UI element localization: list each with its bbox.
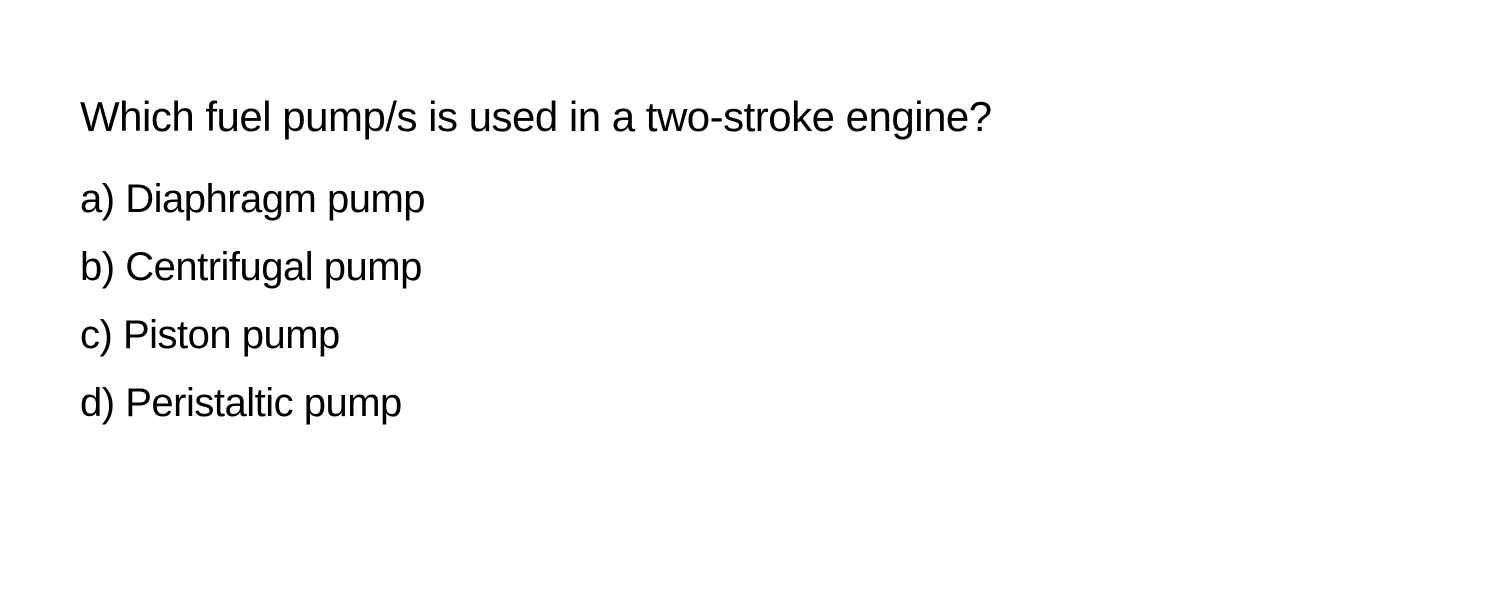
option-label: d) [80, 381, 115, 425]
option-label: a) [80, 177, 115, 221]
option-label: b) [80, 245, 115, 289]
option-b: b) Centrifugal pump [80, 237, 1420, 297]
option-text: Peristaltic pump [125, 381, 402, 425]
option-c: c) Piston pump [80, 305, 1420, 365]
question-container: Which fuel pump/s is used in a two-strok… [80, 90, 1420, 441]
option-a: a) Diaphragm pump [80, 169, 1420, 229]
option-text: Diaphragm pump [125, 177, 425, 221]
option-text: Piston pump [123, 313, 340, 357]
option-label: c) [80, 313, 112, 357]
option-d: d) Peristaltic pump [80, 373, 1420, 433]
question-text: Which fuel pump/s is used in a two-strok… [80, 90, 1420, 145]
option-text: Centrifugal pump [125, 245, 422, 289]
